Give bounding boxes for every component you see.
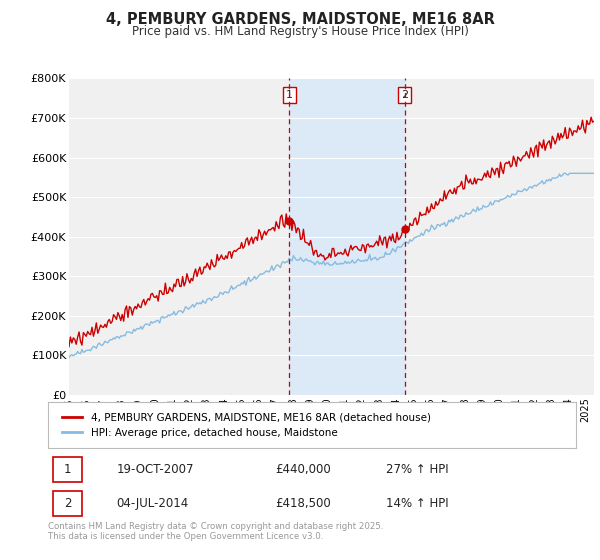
- Text: 2: 2: [64, 497, 71, 510]
- Text: 4, PEMBURY GARDENS, MAIDSTONE, ME16 8AR: 4, PEMBURY GARDENS, MAIDSTONE, ME16 8AR: [106, 12, 494, 27]
- Text: £440,000: £440,000: [275, 463, 331, 476]
- Text: Contains HM Land Registry data © Crown copyright and database right 2025.
This d: Contains HM Land Registry data © Crown c…: [48, 522, 383, 542]
- Text: 27% ↑ HPI: 27% ↑ HPI: [386, 463, 449, 476]
- Bar: [289, 78, 404, 395]
- Text: 1: 1: [286, 90, 293, 100]
- Text: 1: 1: [64, 463, 71, 476]
- Bar: [53, 491, 82, 516]
- Text: 19-OCT-2007: 19-OCT-2007: [116, 463, 194, 476]
- Text: 2: 2: [401, 90, 408, 100]
- Legend: 4, PEMBURY GARDENS, MAIDSTONE, ME16 8AR (detached house), HPI: Average price, de: 4, PEMBURY GARDENS, MAIDSTONE, ME16 8AR …: [58, 409, 434, 441]
- Text: 04-JUL-2014: 04-JUL-2014: [116, 497, 189, 510]
- Text: Price paid vs. HM Land Registry's House Price Index (HPI): Price paid vs. HM Land Registry's House …: [131, 25, 469, 38]
- Text: £418,500: £418,500: [275, 497, 331, 510]
- Text: 14% ↑ HPI: 14% ↑ HPI: [386, 497, 449, 510]
- Bar: [53, 457, 82, 482]
